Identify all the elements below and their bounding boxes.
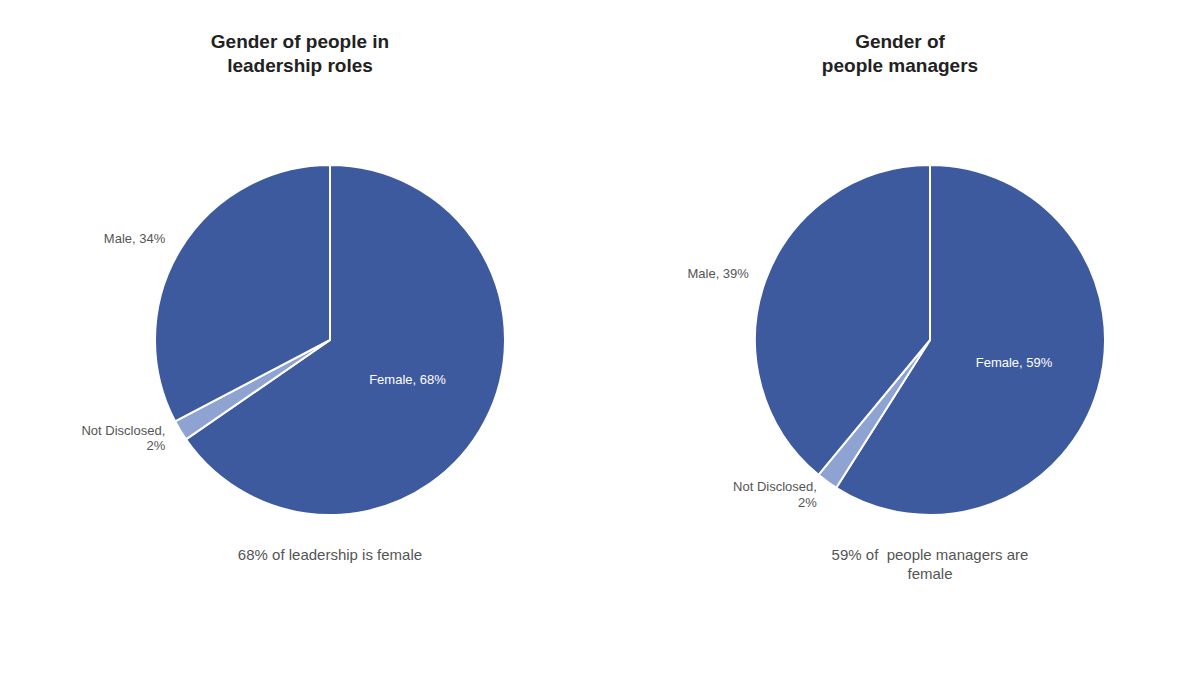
text-line: Gender of people in bbox=[211, 31, 389, 52]
slice bbox=[755, 165, 930, 475]
text-line: 2% bbox=[798, 495, 817, 510]
data-label: Male, 34% bbox=[104, 232, 166, 247]
text-line: leadership roles bbox=[227, 55, 373, 76]
slice bbox=[155, 165, 330, 421]
data-label: Not Disclosed,2% bbox=[733, 479, 817, 510]
text-line: 2% bbox=[146, 439, 165, 454]
text-line: 68% of leadership is female bbox=[238, 546, 422, 563]
data-labels: Female, 68% Not Disclosed,2% Male, 34% bbox=[81, 232, 446, 454]
title: Gender of people in leadership roles bbox=[211, 31, 389, 76]
text-line: Female, 68% bbox=[369, 372, 446, 387]
data-label: Female, 68% bbox=[369, 372, 446, 387]
pie bbox=[755, 165, 1105, 515]
text-line: Female, 59% bbox=[976, 356, 1053, 371]
text-line: people managers bbox=[822, 55, 978, 76]
text-line: Male, 39% bbox=[687, 266, 749, 281]
text-line: female bbox=[907, 565, 952, 582]
pie-panel: Gender of people managers Female, 59% Not D… bbox=[687, 31, 1105, 582]
text-line: Gender of bbox=[855, 31, 945, 52]
text-line: Male, 34% bbox=[104, 232, 166, 247]
data-label: Female, 59% bbox=[976, 356, 1053, 371]
pie bbox=[155, 165, 505, 515]
data-label: Not Disclosed,2% bbox=[81, 423, 165, 454]
text-line: 59% of people managers are bbox=[832, 546, 1029, 563]
data-label: Male, 39% bbox=[687, 266, 749, 281]
subtitle: 68% of leadership is female bbox=[238, 546, 422, 563]
pie-panel: Gender of people in leadership roles Femal… bbox=[81, 31, 505, 563]
text-line: Not Disclosed, bbox=[81, 423, 165, 438]
chart: Gender of people in leadership roles Femal… bbox=[0, 0, 1200, 695]
subtitle: 59% of people managers are female bbox=[832, 546, 1029, 582]
text-line: Not Disclosed, bbox=[733, 479, 817, 494]
data-labels: Female, 59% Not Disclosed,2% Male, 39% bbox=[687, 266, 1052, 510]
title: Gender of people managers bbox=[822, 31, 978, 76]
